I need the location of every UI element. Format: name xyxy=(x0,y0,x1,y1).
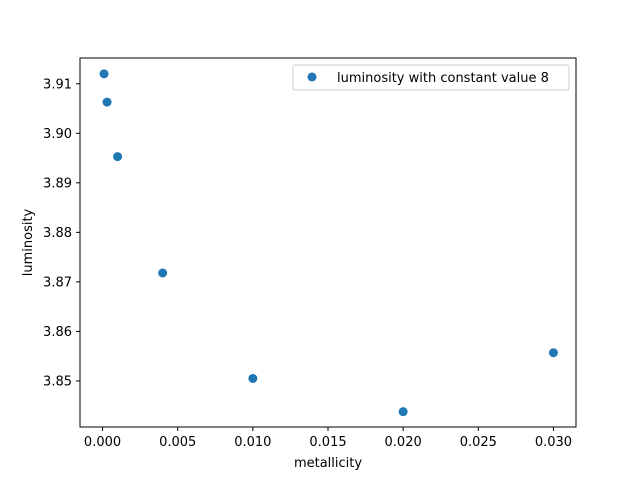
scatter-point xyxy=(158,268,168,278)
y-tick-label: 3.91 xyxy=(43,77,72,92)
y-tick-label: 3.89 xyxy=(43,176,72,191)
x-tick-label: 0.010 xyxy=(234,435,271,450)
legend-marker xyxy=(307,72,317,82)
scatter-point xyxy=(99,69,109,79)
x-tick-label: 0.020 xyxy=(385,435,422,450)
x-axis-label: metallicity xyxy=(294,456,362,471)
scatter-point xyxy=(113,152,123,162)
scatter-point xyxy=(248,373,258,383)
y-tick-label: 3.90 xyxy=(43,127,72,142)
data-points xyxy=(99,69,558,417)
x-tick-label: 0.025 xyxy=(460,435,497,450)
x-tick-label: 0.030 xyxy=(535,435,572,450)
scatter-point xyxy=(398,407,408,417)
scatter-point xyxy=(102,97,112,107)
x-tick-label: 0.005 xyxy=(159,435,196,450)
y-tick-label: 3.88 xyxy=(43,226,72,241)
scatter-point xyxy=(548,348,558,358)
y-tick-label: 3.86 xyxy=(43,325,72,340)
x-tick-label: 0.015 xyxy=(309,435,346,450)
x-axis: 0.000 0.005 0.010 0.015 0.020 0.025 0.030 xyxy=(84,427,572,450)
y-axis: 3.85 3.86 3.87 3.88 3.89 3.90 3.91 xyxy=(43,77,80,389)
legend-label: luminosity with constant value 8 xyxy=(337,71,549,86)
legend-box xyxy=(292,64,570,91)
x-tick-label: 0.000 xyxy=(84,435,121,450)
y-tick-label: 3.85 xyxy=(43,374,72,389)
plot-area xyxy=(79,57,577,428)
legend: luminosity with constant value 8 xyxy=(292,64,570,91)
y-tick-label: 3.87 xyxy=(43,275,72,290)
y-axis-label: luminosity xyxy=(21,208,36,276)
